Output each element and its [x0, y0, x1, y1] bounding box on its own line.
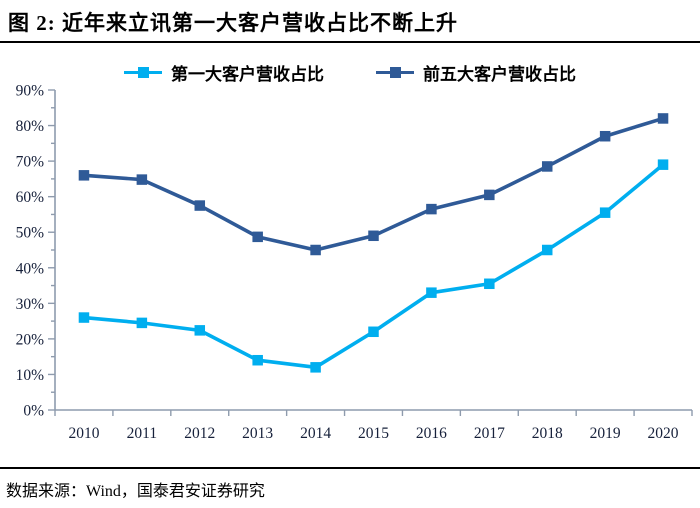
legend-item-top5-customers: 前五大客户营收占比: [376, 60, 576, 85]
data-point-marker: [194, 325, 206, 336]
y-tick-label: 50%: [16, 225, 45, 242]
figure-title: 图 2: 近年来立讯第一大客户营收占比不断上升: [8, 11, 458, 35]
x-tick-label: 2019: [590, 425, 621, 442]
x-tick-label: 2018: [532, 425, 563, 442]
data-point-marker: [657, 159, 669, 170]
data-point-marker: [368, 326, 379, 338]
y-tick-label: 90%: [16, 85, 45, 100]
legend-square: [390, 67, 401, 78]
data-point-marker: [194, 200, 206, 211]
y-tick-label: 60%: [16, 189, 45, 206]
x-tick-label: 2014: [300, 425, 331, 442]
y-tick-label: 70%: [16, 154, 45, 171]
data-point-marker: [599, 130, 611, 142]
x-tick-label: 2010: [68, 425, 99, 442]
data-point-marker: [484, 189, 495, 201]
data-point-marker: [541, 161, 553, 172]
legend-line-marker-icon: [124, 66, 162, 79]
legend-line-marker-icon: [376, 66, 414, 79]
footer-divider: [0, 467, 700, 469]
data-point-marker: [541, 244, 553, 256]
data-point-marker: [136, 174, 148, 185]
data-point-marker: [657, 113, 669, 124]
title-divider: [0, 41, 700, 43]
data-point-marker: [136, 317, 148, 329]
data-point-marker: [252, 354, 263, 366]
data-point-marker: [426, 287, 437, 298]
legend-item-first-customer: 第一大客户营收占比: [124, 60, 324, 85]
x-tick-label: 2015: [358, 425, 389, 442]
x-tick-label: 2020: [648, 425, 679, 442]
data-point-marker: [368, 230, 379, 242]
data-point-marker: [252, 231, 263, 243]
data-point-marker: [426, 203, 437, 215]
data-point-marker: [599, 207, 611, 218]
data-point-marker: [310, 362, 321, 373]
data-point-marker: [310, 244, 321, 256]
x-tick-label: 2017: [474, 425, 505, 442]
y-tick-label: 10%: [16, 367, 45, 384]
legend-square: [138, 67, 149, 78]
data-point-marker: [78, 312, 90, 323]
y-tick-label: 0%: [23, 403, 44, 420]
chart-legend: 第一大客户营收占比 前五大客户营收占比: [0, 60, 700, 85]
y-tick-label: 40%: [16, 260, 45, 277]
legend-label-top5-customers: 前五大客户营收占比: [423, 65, 576, 84]
x-tick-label: 2013: [242, 425, 273, 442]
x-tick-label: 2012: [184, 425, 215, 442]
data-source: 数据来源：Wind，国泰君安证券研究: [6, 483, 265, 500]
legend-label-first-customer: 第一大客户营收占比: [171, 65, 324, 84]
line-chart: 0% 10% 20% 30% 40% 50% 60% 70% 80% 90% 2010 2011 201…: [16, 85, 693, 442]
data-point-marker: [484, 278, 495, 290]
y-tick-label: 80%: [16, 118, 45, 135]
data-point-marker: [78, 170, 90, 181]
y-tick-label: 30%: [16, 296, 45, 313]
y-tick-label: 20%: [16, 331, 45, 348]
x-tick-label: 2016: [416, 425, 447, 442]
x-tick-label: 2011: [127, 425, 157, 442]
